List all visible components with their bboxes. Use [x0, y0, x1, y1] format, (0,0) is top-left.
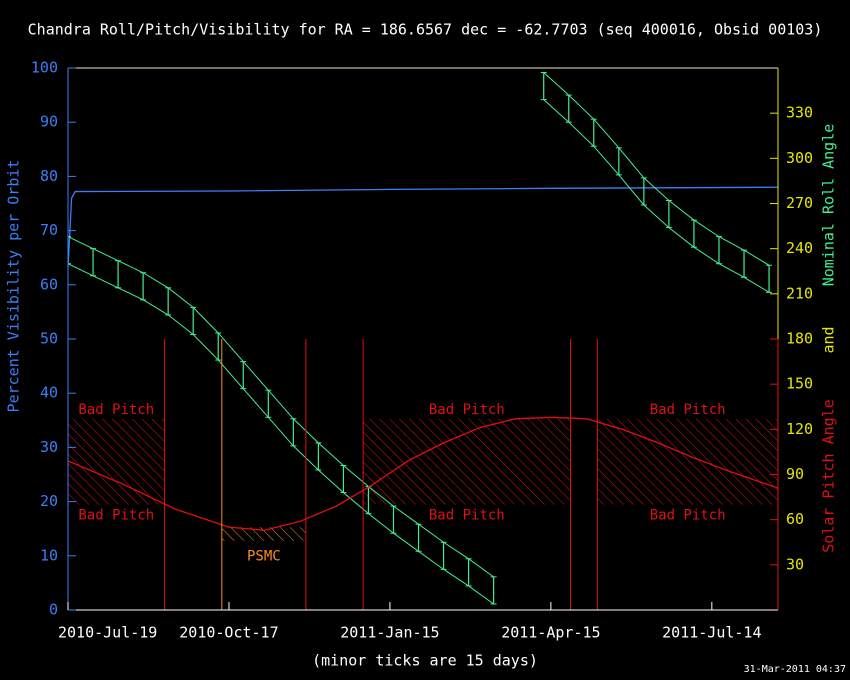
y2-tick-label: 150	[786, 375, 813, 393]
y-tick-label: 0	[49, 601, 58, 619]
zone-label: Bad Pitch	[429, 508, 505, 524]
zone-label: Bad Pitch	[650, 402, 726, 418]
zone	[597, 418, 778, 505]
timestamp: 31-Mar-2011 04:37	[744, 664, 846, 675]
zone	[221, 527, 306, 541]
x-tick-label: 2010-Jul-19	[58, 624, 157, 642]
y2-tick-label: 210	[786, 284, 813, 302]
y2-tick-label: 120	[786, 420, 813, 438]
y-axis-label: Percent Visibility per Orbit	[5, 160, 23, 413]
y2-tick-label: 300	[786, 149, 813, 167]
y-tick-label: 60	[40, 275, 58, 293]
y2-axis-label: Solar Pitch Angle	[820, 399, 838, 553]
y2-tick-label: 90	[786, 465, 804, 483]
y2-tick-label: 60	[786, 510, 804, 528]
zone	[68, 418, 165, 505]
y2-tick-label: 330	[786, 104, 813, 122]
x-tick-label: 2011-Jul-14	[662, 624, 761, 642]
y2-tick-label: 180	[786, 330, 813, 348]
y2-axis-label: Nominal Roll Angle	[820, 124, 838, 287]
zone-label: Bad Pitch	[429, 402, 505, 418]
y2-axis-label: and	[820, 326, 838, 353]
series-line	[68, 416, 778, 531]
y-tick-label: 70	[40, 221, 58, 239]
x-axis-label: (minor ticks are 15 days)	[312, 652, 538, 670]
series-line	[68, 186, 778, 269]
error-edge	[68, 99, 770, 605]
y-tick-label: 20	[40, 492, 58, 510]
y2-tick-label: 270	[786, 194, 813, 212]
zone-label: Bad Pitch	[78, 508, 154, 524]
x-tick-label: 2010-Oct-17	[179, 624, 278, 642]
zone	[363, 418, 571, 505]
zone-label: PSMC	[247, 549, 281, 565]
y2-tick-label: 30	[786, 555, 804, 573]
y2-tick-label: 240	[786, 239, 813, 257]
y-tick-label: 30	[40, 438, 58, 456]
chart-title: Chandra Roll/Pitch/Visibility for RA = 1…	[28, 21, 823, 39]
error-edge	[68, 72, 770, 578]
y-tick-label: 80	[40, 167, 58, 185]
x-tick-label: 2011-Jan-15	[340, 624, 439, 642]
y-tick-label: 10	[40, 546, 58, 564]
y-tick-label: 100	[31, 59, 58, 77]
y-tick-label: 40	[40, 384, 58, 402]
y-tick-label: 90	[40, 113, 58, 131]
zone-label: Bad Pitch	[650, 508, 726, 524]
plot-layer	[68, 72, 778, 605]
y-tick-label: 50	[40, 330, 58, 348]
zone-label: Bad Pitch	[78, 402, 154, 418]
x-tick-label: 2011-Apr-15	[501, 624, 600, 642]
